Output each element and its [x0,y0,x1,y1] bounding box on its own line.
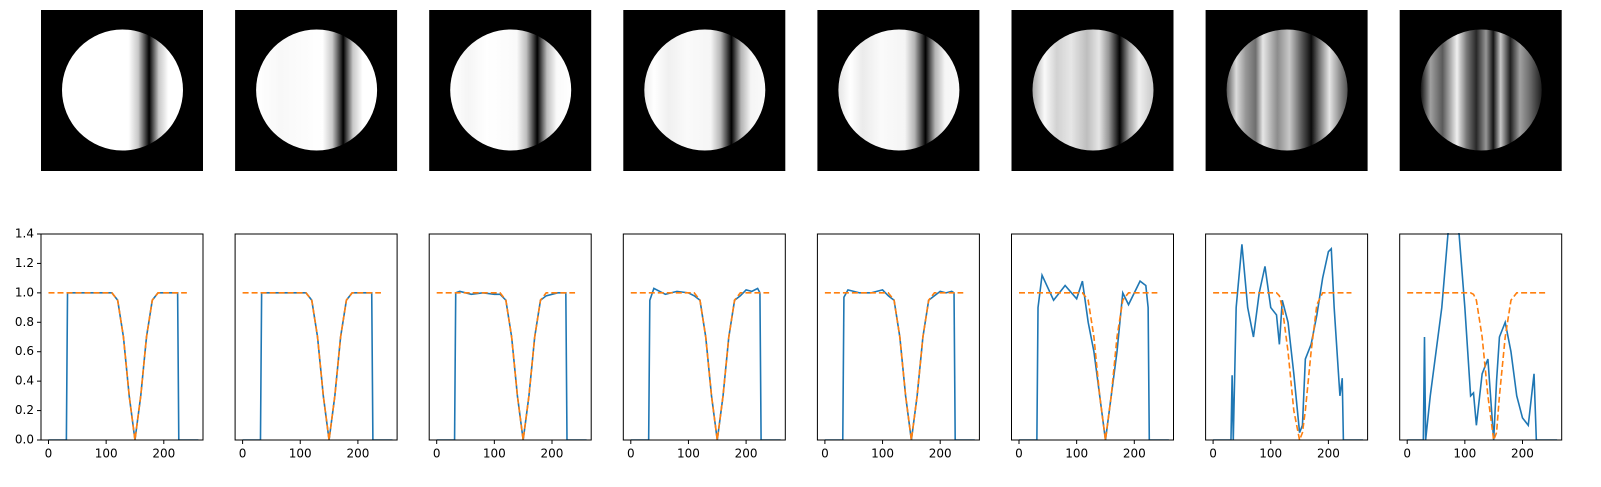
series-line [1018,272,1169,440]
series-line [630,287,781,440]
x-tick-label: 0 [821,447,829,461]
y-tick-label: 0.0 [15,433,34,447]
x-tick-label: 200 [1317,447,1340,461]
x-tick-label: 0 [1015,447,1023,461]
series-line [436,292,576,440]
plot-frame [40,233,204,441]
plot-frame [428,233,592,441]
x-tick-label: 200 [929,447,952,461]
series-line [1213,292,1352,440]
x-tick-label: 200 [735,447,758,461]
image-disk [1226,29,1348,151]
x-tick-label: 100 [871,447,894,461]
series-line [1407,292,1546,440]
x-tick-label: 0 [1209,447,1217,461]
x-tick-label: 0 [433,447,441,461]
y-tick-label: 0.6 [15,344,34,358]
plot-frame [1011,233,1174,441]
x-tick-label: 100 [483,447,506,461]
image-disk [838,29,960,151]
x-tick-label: 100 [1259,447,1282,461]
x-tick-label: 100 [1065,447,1088,461]
x-tick-label: 200 [346,447,369,461]
x-tick-label: 100 [1453,447,1476,461]
image-disk [1420,29,1542,151]
series-line [242,292,393,440]
x-tick-label: 100 [95,447,118,461]
x-tick-label: 0 [1403,447,1411,461]
plot-frame [1205,233,1369,441]
plot-frame [816,233,980,441]
y-tick-label: 1.0 [15,285,34,299]
x-tick-label: 200 [541,447,564,461]
plot-frame [622,233,786,441]
image-disk [1032,29,1154,151]
series-line [1018,292,1158,440]
x-tick-label: 200 [1511,447,1534,461]
image-disk [62,29,183,151]
series-line [1407,233,1558,440]
plot-frame [234,233,398,441]
series-line [824,292,964,440]
series-line [48,292,187,440]
image-disk [256,29,378,151]
plot-frame [1399,233,1563,441]
series-line [48,292,199,440]
x-tick-label: 0 [45,447,53,461]
y-tick-label: 1.2 [15,256,34,270]
series-line [630,292,770,440]
y-tick-label: 0.8 [15,315,34,329]
y-tick-label: 1.4 [15,227,34,241]
y-tick-label: 0.4 [15,374,34,388]
x-tick-label: 100 [289,447,312,461]
series-line [1213,244,1363,440]
series-line [242,292,381,440]
image-disk [644,29,766,151]
x-tick-label: 200 [152,447,175,461]
image-disk [450,29,572,151]
x-tick-label: 100 [677,447,700,461]
x-tick-label: 0 [239,447,247,461]
x-tick-label: 200 [1123,447,1146,461]
x-tick-label: 0 [627,447,635,461]
y-tick-label: 0.2 [15,403,34,417]
series-line [436,290,587,440]
series-line [824,288,975,440]
